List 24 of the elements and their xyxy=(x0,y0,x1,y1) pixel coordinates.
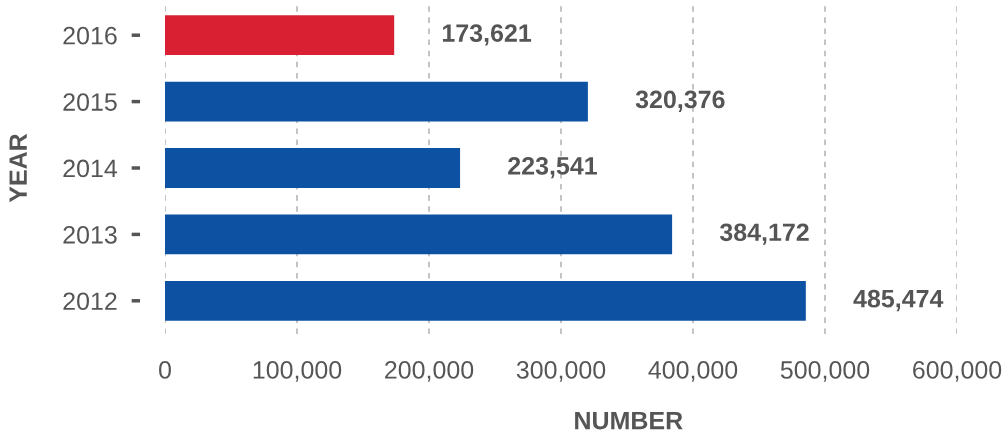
bar xyxy=(165,214,673,255)
bar xyxy=(165,81,588,122)
data-label: 173,621 xyxy=(442,24,532,46)
x-tick-label: 300,000 xyxy=(516,361,606,382)
y-tick-label: 2015 xyxy=(63,93,117,111)
x-tick-label: 400,000 xyxy=(648,361,738,382)
data-label: 485,474 xyxy=(853,289,944,312)
x-tick-label: 0 xyxy=(159,361,171,379)
data-label: 320,376 xyxy=(635,90,725,112)
x-axis-title: NUMBER xyxy=(575,411,683,430)
bar xyxy=(165,148,461,188)
y-tick-label: 2016 xyxy=(63,26,117,45)
data-label: 384,172 xyxy=(719,223,809,245)
y-tick-label: 2013 xyxy=(63,226,117,244)
x-tick-label: 600,000 xyxy=(913,361,1002,382)
data-label: 223,541 xyxy=(508,157,597,179)
y-tick-label: 2012 xyxy=(63,292,117,311)
x-tick-label: 200,000 xyxy=(385,361,474,382)
x-tick-label: 500,000 xyxy=(780,361,870,382)
bar xyxy=(165,15,395,56)
x-tick-label: 100,000 xyxy=(253,361,342,382)
bar xyxy=(165,280,806,321)
y-axis-title: YEAR xyxy=(9,133,27,203)
y-tick-label: 2014 xyxy=(63,159,118,178)
